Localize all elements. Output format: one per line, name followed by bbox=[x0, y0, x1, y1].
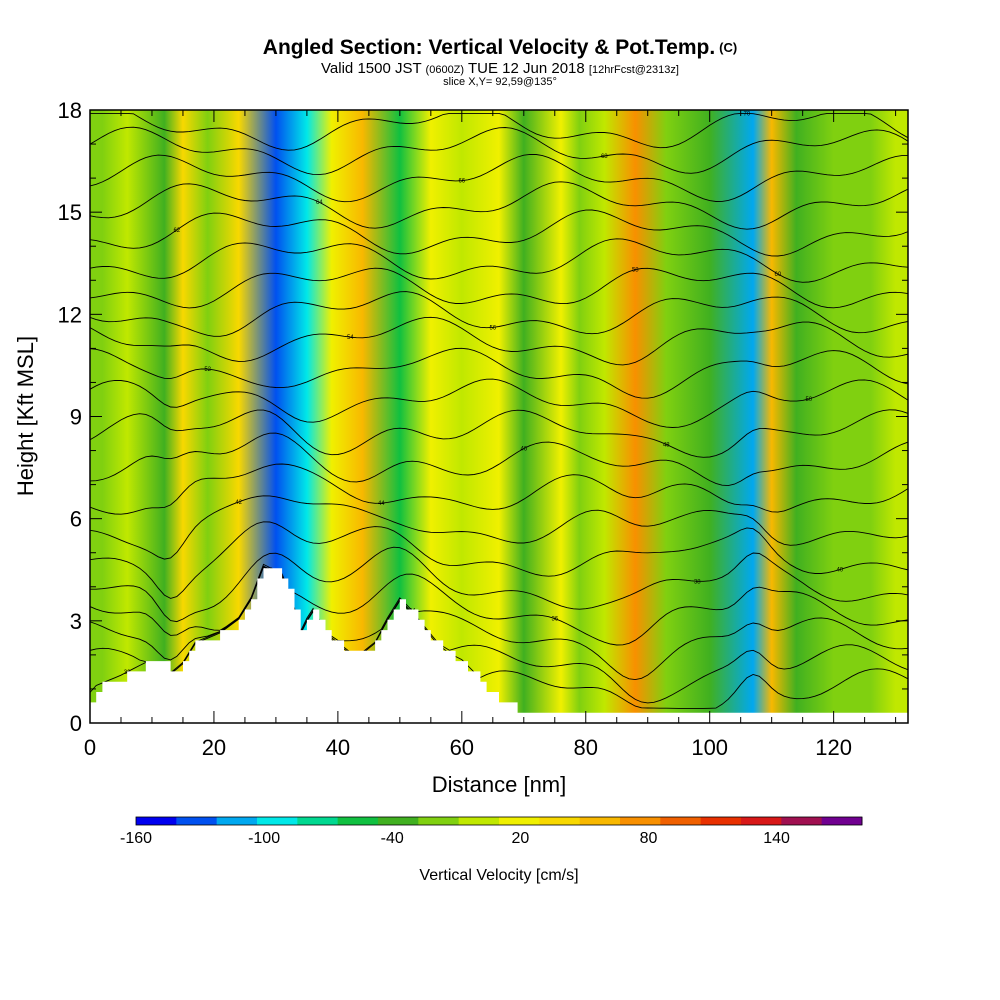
theta-contour-label: 56 bbox=[489, 325, 496, 331]
colorbar-swatch bbox=[539, 817, 581, 825]
colorbar-swatch bbox=[257, 817, 298, 825]
colorbar-swatch bbox=[781, 817, 823, 825]
theta-contour-line bbox=[90, 546, 908, 623]
colorbar: -160 -100 -40 20 80 140 bbox=[120, 816, 863, 847]
valid-date: TUE 12 Jun 2018 bbox=[467, 60, 585, 77]
y-tick-label: 3 bbox=[70, 609, 82, 634]
x-tick-label: 100 bbox=[691, 735, 728, 760]
colorbar-swatch bbox=[337, 817, 379, 825]
theta-contour-line bbox=[90, 126, 908, 176]
forecast-info: [12hrFcst@2313z] bbox=[588, 64, 679, 76]
colorbar-frame bbox=[135, 816, 863, 826]
theta-contour-label: 36 bbox=[551, 617, 558, 623]
theta-contour-label: 54 bbox=[347, 335, 354, 341]
colorbar-swatch bbox=[418, 817, 460, 825]
terrain bbox=[90, 568, 908, 723]
colorbar-swatch bbox=[741, 817, 782, 825]
theta-contour-line bbox=[90, 521, 908, 599]
valid-time: Valid 1500 JST bbox=[321, 60, 422, 77]
plot-area: 3032343638404244464850525456586062646668… bbox=[90, 110, 908, 723]
theta-contour-label: 40 bbox=[836, 568, 843, 574]
chart-title-tag: (C) bbox=[719, 40, 738, 55]
theta-contour-line bbox=[90, 563, 908, 646]
colorbar-swatch bbox=[458, 817, 500, 825]
colorbar-swatch bbox=[216, 817, 258, 825]
velocity-field bbox=[90, 110, 908, 723]
theta-contour-label: 50 bbox=[805, 397, 812, 403]
colorbar-swatch bbox=[378, 817, 419, 825]
colorbar-tick-label: 20 bbox=[512, 830, 530, 847]
theta-contour-line bbox=[90, 153, 908, 203]
theta-contour-line bbox=[90, 209, 908, 257]
y-tick-label: 15 bbox=[58, 200, 82, 225]
theta-contour-line bbox=[90, 316, 908, 366]
x-tick-label: 40 bbox=[326, 735, 350, 760]
x-tick-label: 0 bbox=[84, 735, 96, 760]
y-tick-label: 6 bbox=[70, 507, 82, 532]
colorbar-tick-label: -160 bbox=[120, 830, 152, 847]
colorbar-label: Vertical Velocity [cm/s] bbox=[419, 867, 578, 884]
theta-contour-line bbox=[90, 566, 908, 709]
theta-contour-label: 48 bbox=[663, 442, 670, 448]
colorbar-tick-label: 140 bbox=[763, 830, 790, 847]
y-tick-label: 18 bbox=[58, 98, 82, 123]
y-tick-label: 9 bbox=[70, 405, 82, 430]
theta-contour-line bbox=[90, 463, 908, 515]
colorbar-swatch bbox=[620, 817, 661, 825]
x-tick-label: 80 bbox=[574, 735, 598, 760]
x-tick-label: 120 bbox=[815, 735, 852, 760]
theta-contour-label: 64 bbox=[316, 200, 323, 206]
theta-contour-label: 38 bbox=[694, 579, 701, 585]
theta-contour-line bbox=[90, 409, 908, 458]
theta-contour-line bbox=[90, 181, 908, 230]
theta-contour-label: 68 bbox=[601, 154, 608, 160]
colorbar-swatch bbox=[821, 817, 863, 825]
theta-contour-label: 44 bbox=[378, 501, 385, 507]
colorbar-swatch bbox=[579, 817, 621, 825]
zulu-time: (0600Z) bbox=[425, 64, 465, 76]
theta-contour-line bbox=[90, 495, 908, 560]
colorbar-tick-label: 80 bbox=[640, 830, 658, 847]
theta-contour-line bbox=[90, 347, 908, 399]
theta-contour-label: 66 bbox=[458, 179, 465, 185]
theta-contour-line bbox=[90, 565, 908, 681]
colorbar-tick-label: -100 bbox=[248, 830, 280, 847]
theta-contour-line bbox=[90, 112, 908, 151]
colorbar-swatch bbox=[176, 817, 218, 825]
colorbar-swatch bbox=[499, 817, 540, 825]
theta-contour-line bbox=[90, 238, 908, 283]
chart-subtitle: Valid 1500 JST (0600Z) TUE 12 Jun 2018 [… bbox=[0, 60, 1000, 79]
x-axis-label: Distance [nm] bbox=[432, 772, 567, 797]
colorbar-swatch bbox=[700, 817, 742, 825]
colorbar-swatch bbox=[136, 817, 177, 825]
x-tick-label: 60 bbox=[450, 735, 474, 760]
theta-contour-label: 62 bbox=[173, 228, 180, 234]
y-tick-label: 12 bbox=[58, 302, 82, 327]
colorbar-swatch bbox=[297, 817, 339, 825]
theta-contour-line bbox=[90, 432, 908, 487]
theta-contour-label: 42 bbox=[235, 500, 242, 506]
theta-contour-label: 60 bbox=[775, 272, 782, 278]
chart-title: Angled Section: Vertical Velocity & Pot.… bbox=[0, 36, 1000, 60]
slice-info: slice X,Y= 92,59@135° bbox=[443, 76, 557, 88]
theta-contour-label: 46 bbox=[520, 447, 527, 453]
theta-contour-line bbox=[90, 267, 908, 309]
y-axis-label: Height [Kft MSL] bbox=[13, 336, 38, 496]
theta-contours: 3032343638404244464850525456586062646668… bbox=[90, 111, 908, 709]
theta-contour-line bbox=[90, 291, 908, 337]
colorbar-tick-label: -40 bbox=[381, 830, 404, 847]
theta-contour-line bbox=[90, 378, 908, 428]
x-tick-label: 20 bbox=[202, 735, 226, 760]
theta-contour-label: 52 bbox=[204, 367, 211, 373]
y-tick-label: 0 bbox=[70, 711, 82, 736]
theta-contour-label: 70 bbox=[744, 111, 751, 117]
theta-contour-label: 58 bbox=[632, 268, 639, 274]
colorbar-swatch bbox=[660, 817, 702, 825]
chart-title-text: Angled Section: Vertical Velocity & Pot.… bbox=[262, 36, 716, 59]
